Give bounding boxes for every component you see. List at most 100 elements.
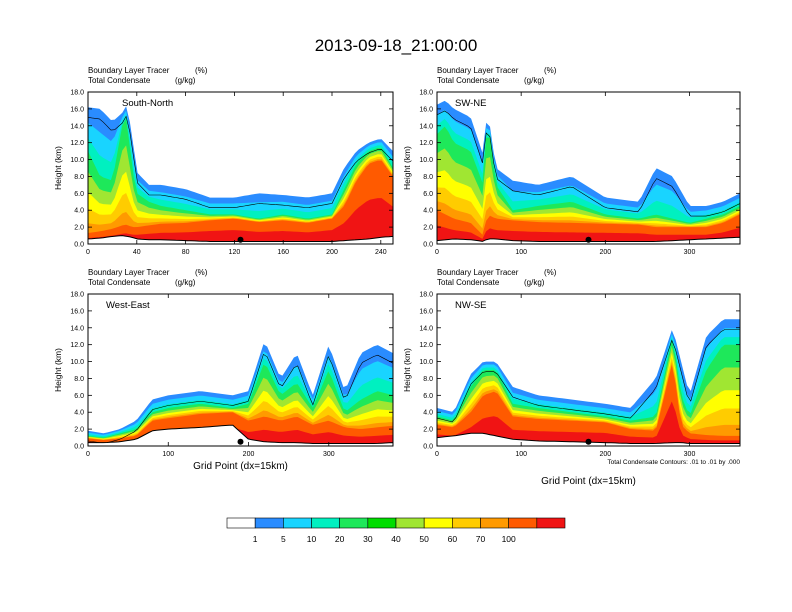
y-tick-label: 0.0 — [74, 444, 84, 451]
y-tick-label: 12.0 — [70, 342, 84, 349]
panel-subtitle-tracer: Boundary Layer Tracer — [437, 66, 519, 75]
x-tick-label: 300 — [684, 451, 696, 458]
x-tick-label: 80 — [182, 249, 190, 256]
y-tick-label: 16.0 — [419, 308, 433, 315]
y-tick-label: 6.0 — [74, 393, 84, 400]
terrain — [88, 424, 393, 446]
y-tick-label: 18.0 — [70, 90, 84, 97]
y-tick-label: 2.0 — [74, 225, 84, 232]
x-tick-label: 100 — [515, 249, 527, 256]
y-tick-label: 4.0 — [423, 208, 433, 215]
x-tick-label: 200 — [243, 451, 255, 458]
panel-subtitle-condensate-units: (g/kg) — [524, 76, 545, 85]
y-tick-label: 6.0 — [423, 191, 433, 198]
y-axis-label: Height (km) — [402, 348, 412, 392]
panel-subtitle-tracer-units: (%) — [544, 268, 557, 277]
y-tick-label: 4.0 — [74, 410, 84, 417]
panel-subtitle-condensate-units: (g/kg) — [524, 278, 545, 287]
x-tick-label: 0 — [86, 451, 90, 458]
colorbar-label: 40 — [391, 534, 401, 544]
x-tick-label: 300 — [323, 451, 335, 458]
y-tick-label: 10.0 — [419, 359, 433, 366]
x-tick-label: 240 — [375, 249, 387, 256]
y-axis-label: Height (km) — [53, 146, 63, 190]
colorbar-swatch — [452, 517, 481, 529]
y-tick-label: 2.0 — [74, 427, 84, 434]
panel-subtitle-tracer: Boundary Layer Tracer — [437, 268, 519, 277]
condensate-contour — [437, 110, 740, 217]
x-tick-label: 200 — [326, 249, 338, 256]
panel-subtitle-tracer: Boundary Layer Tracer — [88, 66, 170, 75]
y-axis-label: Height (km) — [53, 348, 63, 392]
location-marker — [585, 438, 592, 445]
condensate-contour — [437, 329, 740, 423]
x-tick-label: 0 — [435, 451, 439, 458]
location-marker — [237, 236, 244, 243]
panel-subtitle-condensate-units: (g/kg) — [175, 278, 196, 287]
y-tick-label: 12.0 — [419, 342, 433, 349]
tracer-field — [437, 294, 740, 446]
y-tick-label: 14.0 — [419, 123, 433, 130]
y-tick-label: 0.0 — [423, 444, 433, 451]
colorbar-swatch — [226, 517, 256, 529]
panel-subtitle-condensate: Total Condensate — [437, 278, 500, 287]
panel-1: Boundary Layer Tracer (%) Total Condensate… — [53, 66, 394, 256]
colorbar-swatch — [536, 517, 566, 529]
y-axis-label: Height (km) — [402, 146, 412, 190]
y-tick-label: 18.0 — [419, 90, 433, 97]
y-tick-label: 6.0 — [74, 191, 84, 198]
colorbar-label: 60 — [448, 534, 458, 544]
y-tick-label: 16.0 — [70, 308, 84, 315]
y-tick-label: 8.0 — [423, 174, 433, 181]
plot-frame — [87, 293, 394, 447]
y-tick-label: 12.0 — [70, 140, 84, 147]
panel-subtitle-condensate: Total Condensate — [437, 76, 500, 85]
y-tick-label: 10.0 — [70, 359, 84, 366]
y-tick-label: 18.0 — [70, 292, 84, 299]
section-label: NW-SE — [455, 300, 487, 311]
y-tick-label: 10.0 — [419, 157, 433, 164]
x-tick-label: 200 — [599, 249, 611, 256]
colorbar-label: 5 — [281, 534, 286, 544]
tracer-field — [88, 92, 393, 244]
y-tick-label: 8.0 — [74, 376, 84, 383]
panel-subtitle-condensate: Total Condensate — [88, 278, 151, 287]
panels: Boundary Layer Tracer (%) Total Condensate… — [53, 66, 741, 487]
panel-subtitle-condensate-units: (g/kg) — [175, 76, 196, 85]
colorbar-swatch — [283, 517, 312, 529]
x-tick-label: 160 — [277, 249, 289, 256]
section-label: South-North — [122, 98, 173, 109]
x-tick-label: 40 — [133, 249, 141, 256]
figure-title: 2013-09-18_21:00:00 — [315, 36, 478, 55]
x-tick-label: 100 — [162, 451, 174, 458]
location-marker — [585, 236, 592, 243]
y-tick-label: 10.0 — [70, 157, 84, 164]
colorbar-swatch — [395, 517, 425, 529]
tracer-field — [88, 294, 393, 446]
panel-2: Boundary Layer Tracer (%) Total Condensate… — [402, 66, 741, 256]
y-tick-label: 6.0 — [423, 393, 433, 400]
panel-subtitle-tracer-units: (%) — [195, 66, 208, 75]
panel-subtitle-tracer: Boundary Layer Tracer — [88, 268, 170, 277]
tracer-band-10 — [437, 401, 740, 446]
panel-subtitle-condensate: Total Condensate — [88, 76, 151, 85]
plot-frame — [436, 293, 741, 447]
y-tick-label: 2.0 — [423, 427, 433, 434]
location-marker — [237, 438, 244, 445]
colorbar-swatch — [423, 517, 453, 529]
y-tick-label: 16.0 — [419, 106, 433, 113]
colorbar-swatch — [480, 517, 509, 529]
section-label: SW-NE — [455, 98, 487, 109]
tracer-band-10 — [437, 225, 740, 244]
section-label: West-East — [106, 300, 150, 311]
colorbar-swatch — [311, 517, 340, 529]
colorbar-label: 70 — [476, 534, 486, 544]
y-tick-label: 8.0 — [74, 174, 84, 181]
x-tick-label: 100 — [515, 451, 527, 458]
x-tick-label: 0 — [86, 249, 90, 256]
condensate-contour — [88, 353, 393, 444]
y-tick-label: 0.0 — [423, 242, 433, 249]
colorbar-swatch — [339, 517, 369, 529]
x-tick-label: 300 — [684, 249, 696, 256]
colorbar-label: 30 — [363, 534, 373, 544]
